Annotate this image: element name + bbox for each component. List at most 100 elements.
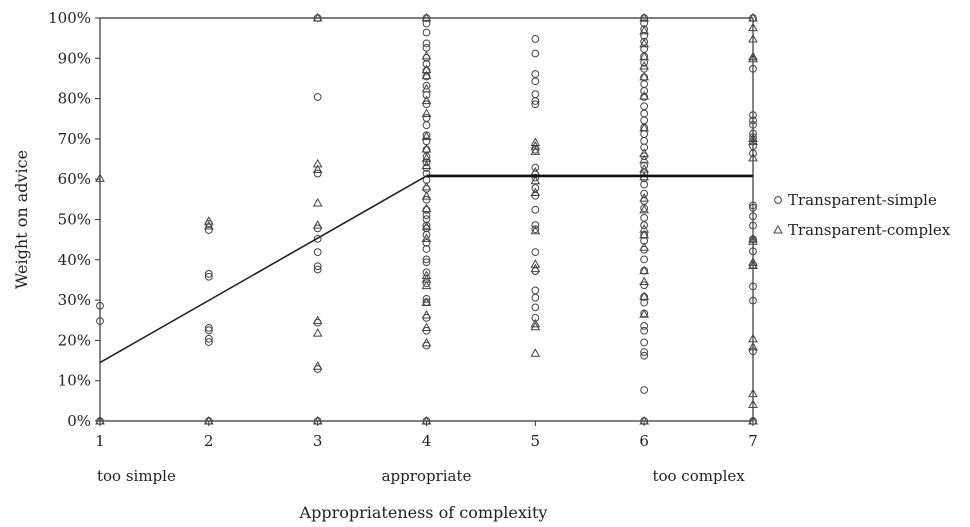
data-point (530, 263, 541, 273)
data-point (639, 164, 650, 173)
data-point (748, 51, 758, 61)
data-point (531, 145, 540, 154)
legend-label: Transparent-simple (788, 191, 937, 209)
data-point (421, 310, 432, 319)
data-point (749, 212, 757, 221)
data-point (531, 70, 540, 78)
data-point (639, 204, 650, 214)
data-point (639, 51, 650, 61)
data-point (422, 60, 431, 68)
data-point (421, 160, 432, 169)
data-point (640, 93, 649, 101)
data-point (640, 338, 649, 347)
data-point (203, 415, 214, 425)
data-point (421, 64, 432, 74)
data-point (204, 324, 213, 332)
data-point (421, 280, 432, 290)
data-point (640, 281, 649, 290)
data-point (749, 203, 757, 212)
data-point (640, 80, 649, 88)
data-point (421, 131, 432, 140)
x-tick-label: 7 (748, 432, 758, 450)
x-tick-label: 1 (95, 432, 105, 450)
data-point (422, 39, 431, 48)
data-point (531, 286, 540, 295)
y-tick-label: 100% (48, 9, 91, 27)
data-point (748, 415, 758, 425)
data-point (95, 415, 105, 425)
y-tick-label: 0% (67, 412, 91, 430)
data-point (748, 136, 758, 145)
data-point (640, 326, 649, 335)
data-point (639, 123, 650, 132)
data-point (422, 258, 431, 267)
data-point (312, 220, 323, 229)
data-point (530, 187, 541, 196)
data-point (639, 12, 650, 22)
data-point (422, 81, 431, 90)
triangle-marker-icon (773, 224, 783, 234)
data-point (749, 120, 757, 129)
data-point (421, 203, 432, 213)
data-point (313, 93, 322, 101)
data-point (312, 328, 323, 337)
data-point (749, 116, 757, 125)
data-point (530, 137, 541, 147)
data-point (421, 233, 432, 242)
series-transparent-complex (95, 12, 758, 425)
data-point (640, 255, 649, 264)
data-point (531, 35, 540, 43)
data-point (639, 265, 650, 275)
data-point (639, 415, 650, 425)
data-point (312, 158, 323, 168)
data-point (530, 259, 541, 268)
data-point (749, 64, 757, 73)
data-point (312, 315, 323, 325)
data-point (531, 303, 540, 312)
data-point (421, 322, 432, 332)
data-point (422, 195, 431, 204)
data-point (749, 296, 757, 305)
data-point (422, 145, 431, 154)
y-tick-label: 40% (58, 251, 91, 269)
data-point (749, 282, 757, 291)
data-point (204, 326, 213, 335)
data-point (421, 153, 432, 162)
data-point (422, 279, 431, 288)
data-point (639, 242, 650, 251)
data-point (639, 229, 650, 239)
data-point (639, 154, 650, 164)
data-point (421, 415, 432, 425)
x-tick-label: 4 (422, 432, 432, 450)
data-point (421, 221, 432, 231)
data-point (639, 60, 650, 70)
data-point (313, 169, 322, 178)
data-point (312, 361, 323, 370)
data-point (531, 225, 540, 234)
data-point (421, 337, 432, 347)
data-point (204, 338, 213, 346)
data-point (748, 53, 758, 63)
data-point (421, 95, 432, 105)
data-point (640, 180, 649, 189)
y-tick-label: 60% (58, 170, 91, 188)
data-point (748, 12, 758, 22)
data-point (749, 247, 757, 256)
data-point (640, 130, 649, 138)
data-point (639, 25, 650, 35)
data-point (422, 114, 431, 122)
data-point (421, 70, 432, 80)
x-tick-label: 2 (204, 432, 214, 450)
x-anchor-label: appropriate (382, 467, 472, 485)
data-point (748, 257, 758, 266)
data-point (640, 25, 649, 34)
data-point (749, 201, 757, 210)
data-point (95, 173, 105, 182)
data-point (530, 321, 541, 331)
y-tick-label: 70% (58, 130, 91, 148)
data-point (748, 399, 758, 408)
data-point (748, 133, 758, 142)
data-point (640, 321, 649, 330)
data-point (531, 163, 540, 172)
